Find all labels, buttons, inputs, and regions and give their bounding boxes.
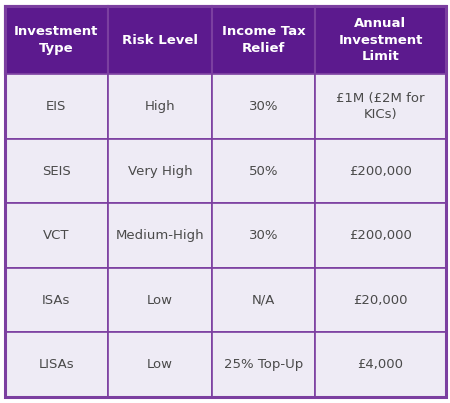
Bar bbox=[108, 6, 212, 75]
Text: £1M (£2M for
KICs): £1M (£2M for KICs) bbox=[336, 92, 425, 121]
Text: VCT: VCT bbox=[43, 229, 70, 242]
Text: Risk Level: Risk Level bbox=[122, 34, 198, 47]
Bar bbox=[212, 204, 315, 268]
Bar bbox=[4, 332, 108, 397]
Bar bbox=[212, 75, 315, 139]
Bar bbox=[4, 268, 108, 332]
Text: £200,000: £200,000 bbox=[349, 229, 412, 242]
Bar bbox=[212, 332, 315, 397]
Text: Medium-High: Medium-High bbox=[116, 229, 204, 242]
Bar bbox=[108, 268, 212, 332]
Text: Low: Low bbox=[147, 358, 173, 371]
Bar bbox=[108, 75, 212, 139]
Bar bbox=[315, 268, 446, 332]
Text: ISAs: ISAs bbox=[42, 294, 71, 307]
Bar bbox=[315, 332, 446, 397]
Bar bbox=[4, 75, 108, 139]
Text: SEIS: SEIS bbox=[42, 165, 71, 178]
Bar bbox=[212, 268, 315, 332]
Text: Annual
Investment
Limit: Annual Investment Limit bbox=[338, 17, 423, 63]
Bar bbox=[4, 139, 108, 204]
Text: 30%: 30% bbox=[249, 100, 279, 113]
Bar bbox=[108, 204, 212, 268]
Text: High: High bbox=[144, 100, 175, 113]
Text: Low: Low bbox=[147, 294, 173, 307]
Text: Investment
Type: Investment Type bbox=[14, 25, 99, 55]
Text: £20,000: £20,000 bbox=[353, 294, 408, 307]
Bar bbox=[315, 204, 446, 268]
Bar bbox=[212, 6, 315, 75]
Bar bbox=[108, 139, 212, 204]
Text: N/A: N/A bbox=[252, 294, 275, 307]
Text: LISAs: LISAs bbox=[39, 358, 74, 371]
Bar bbox=[4, 204, 108, 268]
Text: 30%: 30% bbox=[249, 229, 279, 242]
Text: Very High: Very High bbox=[128, 165, 192, 178]
Bar bbox=[108, 332, 212, 397]
Text: £200,000: £200,000 bbox=[349, 165, 412, 178]
Bar bbox=[4, 6, 108, 75]
Text: EIS: EIS bbox=[46, 100, 67, 113]
Text: 25% Top-Up: 25% Top-Up bbox=[224, 358, 303, 371]
Bar bbox=[315, 75, 446, 139]
Text: 50%: 50% bbox=[249, 165, 279, 178]
Bar bbox=[315, 139, 446, 204]
Text: Income Tax
Relief: Income Tax Relief bbox=[222, 25, 306, 55]
Bar bbox=[315, 6, 446, 75]
Bar bbox=[212, 139, 315, 204]
Text: £4,000: £4,000 bbox=[357, 358, 404, 371]
